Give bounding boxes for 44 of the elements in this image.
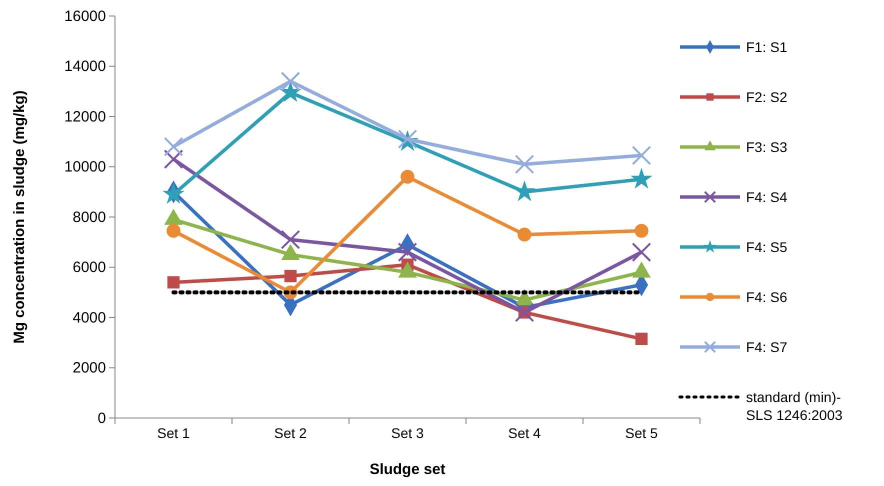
legend-label: standard (min)- SLS 1246:2003 xyxy=(746,389,843,423)
x-axis-title: Sludge set xyxy=(370,461,446,478)
point xyxy=(164,136,184,156)
x-tick-label: Set 3 xyxy=(391,424,424,441)
point xyxy=(398,242,418,262)
point xyxy=(280,72,300,92)
y-tick-label: 6000 xyxy=(72,259,106,276)
x-tick-label: Set 2 xyxy=(274,424,308,441)
x-tick-label: Set 4 xyxy=(508,424,542,441)
y-tick-label: 2000 xyxy=(72,360,106,377)
point xyxy=(514,302,534,322)
point xyxy=(514,154,534,174)
point xyxy=(284,270,297,282)
y-tick-label: 12000 xyxy=(64,108,106,126)
point xyxy=(632,146,652,166)
point xyxy=(630,168,652,189)
point xyxy=(164,149,184,169)
legend-label: F4: S6 xyxy=(746,289,788,305)
point xyxy=(167,276,180,288)
point xyxy=(514,180,536,202)
legend-label: F3: S3 xyxy=(746,139,788,155)
point xyxy=(635,332,648,345)
legend-label: F4: S4 xyxy=(746,189,788,205)
y-tick-label: 0 xyxy=(98,410,106,427)
y-tick-label: 16000 xyxy=(64,8,106,25)
point xyxy=(166,224,180,238)
point xyxy=(634,224,648,238)
legend-label: F4: S5 xyxy=(746,239,788,255)
legend-label: F4: S7 xyxy=(746,339,788,355)
y-tick-label: 4000 xyxy=(72,309,106,326)
y-axis-title: Mg concentration in sludge (mg/kg) xyxy=(11,90,28,344)
y-tick-label: 8000 xyxy=(72,208,106,226)
point xyxy=(518,228,532,242)
y-tick-label: 14000 xyxy=(64,58,106,76)
y-tick-label: 10000 xyxy=(64,158,106,176)
point xyxy=(280,81,302,102)
legend-label: F1: S1 xyxy=(746,39,788,55)
point xyxy=(632,242,652,262)
point xyxy=(162,182,184,204)
legend-label: F2: S2 xyxy=(746,89,788,105)
x-tick-label: Set 5 xyxy=(625,424,658,441)
point xyxy=(400,170,414,184)
point xyxy=(280,230,300,250)
x-tick-label: Set 1 xyxy=(157,424,190,441)
